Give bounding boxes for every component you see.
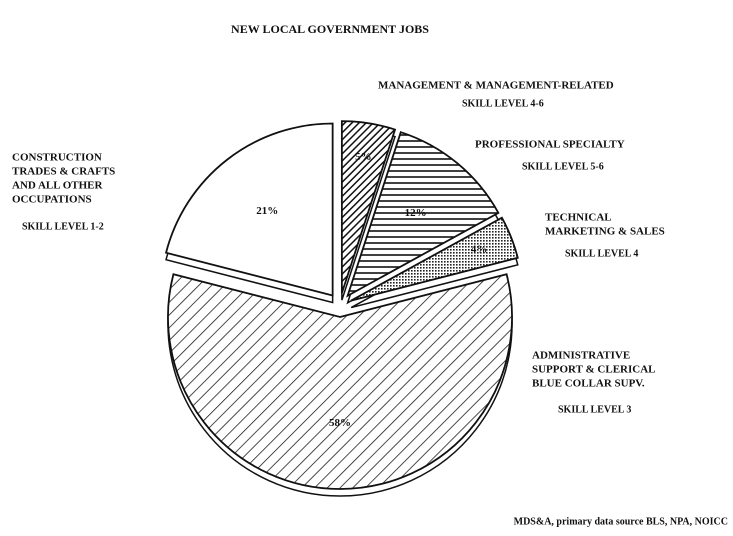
slice — [167, 273, 513, 490]
value-label: 21% — [256, 205, 278, 217]
slice-label: AND ALL OTHER — [12, 180, 104, 192]
skill-level: SKILL LEVEL 5-6 — [522, 161, 604, 172]
skill-level: SKILL LEVEL 3 — [558, 404, 631, 415]
chart-title: NEW LOCAL GOVERNMENT JOBS — [231, 22, 429, 36]
slice-label: OCCUPATIONS — [12, 194, 92, 206]
value-label: 4% — [471, 243, 488, 255]
slice-label: MANAGEMENT & MANAGEMENT-RELATED — [378, 80, 614, 92]
value-label: 58% — [329, 417, 351, 429]
slice — [164, 122, 334, 297]
skill-level: SKILL LEVEL 4-6 — [462, 98, 544, 109]
skill-level: SKILL LEVEL 1-2 — [22, 221, 104, 232]
skill-level: SKILL LEVEL 4 — [565, 248, 638, 259]
slice — [346, 131, 500, 298]
value-label: 5% — [355, 151, 372, 163]
source-note: MDS&A, primary data source BLS, NPA, NOI… — [514, 516, 728, 527]
slice-label: ADMINISTRATIVE — [532, 350, 630, 362]
slice — [350, 216, 519, 302]
slice-label: SUPPORT & CLERICAL — [532, 364, 655, 376]
slice-label: MARKETING & SALES — [545, 226, 665, 238]
slice-label: TRADES & CRAFTS — [12, 166, 115, 178]
slice-label: PROFESSIONAL SPECIALTY — [475, 139, 625, 151]
slice — [340, 120, 397, 294]
value-label: 12% — [405, 207, 427, 219]
slice-label: TECHNICAL — [545, 212, 612, 224]
slice-label: BLUE COLLAR SUPV. — [532, 378, 645, 390]
slice-label: CONSTRUCTION — [12, 152, 102, 164]
